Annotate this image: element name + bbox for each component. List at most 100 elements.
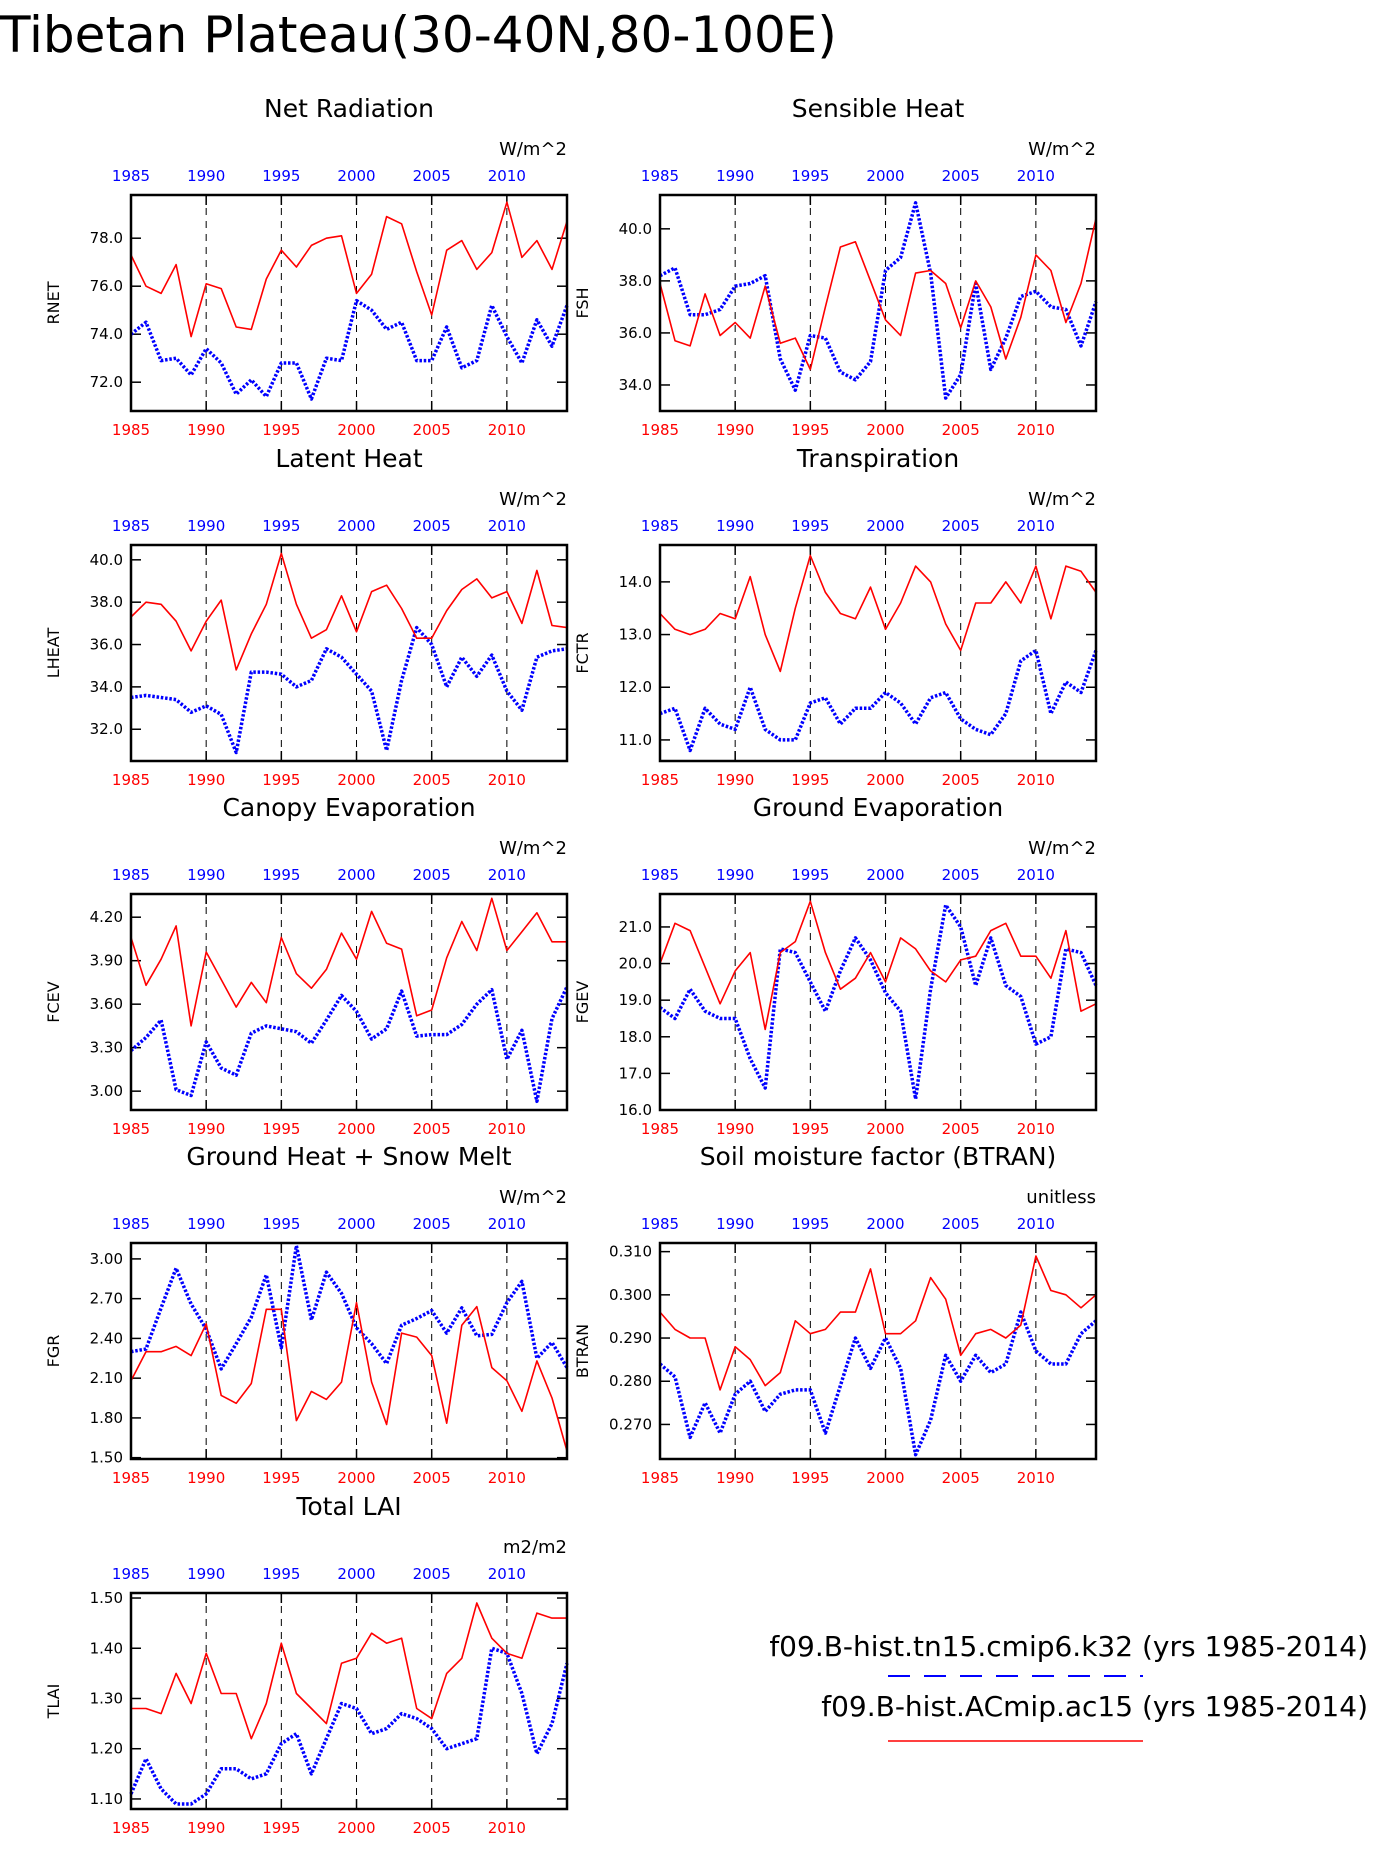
units-label: unitless <box>1026 1187 1096 1208</box>
x-tick-label-bottom: 1985 <box>641 1120 679 1138</box>
x-tick-label-bottom: 2000 <box>866 421 904 439</box>
y-tick-label: 32.0 <box>90 720 123 738</box>
x-tick-label-top: 2000 <box>337 1565 375 1583</box>
y-tick-label: 3.90 <box>90 952 123 970</box>
x-tick-label-bottom: 2010 <box>488 1469 526 1487</box>
x-tick-label-bottom: 1985 <box>112 771 150 789</box>
x-tick-label-top: 1995 <box>791 517 829 535</box>
x-tick-label-top: 2010 <box>1017 866 1055 884</box>
y-tick-label: 34.0 <box>619 376 652 394</box>
y-axis-label: FGR <box>44 1335 63 1368</box>
series-line-case2 <box>130 897 567 1027</box>
panel-fsh: Sensible Heat W/m^2 FSH 34.0 36.0 38.0 40.0 198… <box>573 94 1098 439</box>
panel-title: Ground Evaporation <box>753 793 1003 822</box>
x-tick-label-top: 2005 <box>413 1215 451 1233</box>
panels: Net Radiation W/m^2 RNET 72.0 74.0 76.0 78.0 19… <box>44 94 1098 1837</box>
panel-fgr: Ground Heat + Snow Melt W/m^2 FGR 1.50 1.80 2… <box>44 1142 569 1487</box>
panel-tlai: Total LAI m2/m2 TLAI 1.10 1.20 1.30 1.40 1.50 19… <box>44 1492 569 1837</box>
x-tick-label-top: 1990 <box>187 167 225 185</box>
y-tick-label: 1.40 <box>90 1639 123 1657</box>
units-label: W/m^2 <box>1028 489 1096 510</box>
y-tick-label: 12.0 <box>619 678 652 696</box>
y-tick-label: 1.80 <box>90 1409 123 1427</box>
y-tick-label: 18.0 <box>619 1028 652 1046</box>
panel-title: Latent Heat <box>275 444 423 473</box>
x-tick-label-top: 2010 <box>488 1215 526 1233</box>
x-tick-label-top: 1990 <box>187 1215 225 1233</box>
series-line-case1 <box>659 648 1098 753</box>
x-tick-label-top: 2005 <box>942 167 980 185</box>
x-tick-label-top: 2000 <box>866 866 904 884</box>
panel-btran: Soil moisture factor (BTRAN) unitless BTRA… <box>573 1142 1098 1487</box>
x-tick-label-top: 1985 <box>641 167 679 185</box>
y-tick-label: 2.70 <box>90 1290 123 1308</box>
x-tick-label-bottom: 1995 <box>791 1120 829 1138</box>
x-tick-label-bottom: 1995 <box>262 1120 300 1138</box>
x-tick-label-top: 1995 <box>262 167 300 185</box>
y-tick-label: 17.0 <box>619 1064 652 1082</box>
plot-frame <box>129 1241 569 1461</box>
x-tick-label-bottom: 1995 <box>262 421 300 439</box>
x-tick-label-top: 1995 <box>262 1215 300 1233</box>
y-tick-label: 2.40 <box>90 1329 123 1347</box>
x-tick-label-bottom: 2010 <box>1017 1469 1055 1487</box>
units-label: W/m^2 <box>499 489 567 510</box>
x-tick-label-bottom: 2000 <box>337 771 375 789</box>
y-tick-label: 0.280 <box>609 1372 652 1390</box>
x-tick-label-top: 1985 <box>112 866 150 884</box>
x-tick-label-bottom: 2010 <box>1017 1120 1055 1138</box>
y-tick-label: 0.290 <box>609 1329 652 1347</box>
series-line-case1 <box>659 201 1098 400</box>
y-tick-label: 16.0 <box>619 1101 652 1119</box>
series-line-case2 <box>131 1602 567 1740</box>
x-tick-label-bottom: 2000 <box>337 1819 375 1837</box>
x-tick-label-top: 2010 <box>488 167 526 185</box>
x-tick-label-bottom: 1995 <box>262 1469 300 1487</box>
y-tick-label: 0.310 <box>609 1243 652 1261</box>
series-line-case1 <box>130 1243 569 1371</box>
x-tick-label-bottom: 2005 <box>942 771 980 789</box>
legend: f09.B-hist.tn15.cmip6.k32 (yrs 1985-2014… <box>769 1630 1368 1742</box>
x-tick-label-bottom: 2000 <box>866 1120 904 1138</box>
y-tick-label: 2.10 <box>90 1369 123 1387</box>
x-tick-label-top: 1990 <box>716 1215 754 1233</box>
x-tick-label-bottom: 2005 <box>413 421 451 439</box>
y-tick-label: 3.60 <box>90 995 123 1013</box>
panel-title: Total LAI <box>295 1492 401 1521</box>
y-tick-label: 14.0 <box>619 573 652 591</box>
x-tick-label-bottom: 1990 <box>187 1120 225 1138</box>
x-tick-label-top: 1985 <box>112 1215 150 1233</box>
x-tick-label-bottom: 2000 <box>337 1469 375 1487</box>
y-tick-label: 0.270 <box>609 1415 652 1433</box>
x-tick-label-top: 2005 <box>413 1565 451 1583</box>
x-tick-label-top: 2000 <box>337 866 375 884</box>
x-tick-label-bottom: 1990 <box>716 771 754 789</box>
x-tick-label-bottom: 2010 <box>1017 421 1055 439</box>
panel-lheat: Latent Heat W/m^2 LHEAT 32.0 34.0 36.0 38.0 40.… <box>44 444 569 789</box>
x-tick-label-top: 1995 <box>262 1565 300 1583</box>
y-tick-label: 1.20 <box>90 1740 123 1758</box>
x-tick-label-bottom: 1990 <box>716 421 754 439</box>
plot-frame <box>129 892 569 1112</box>
units-label: m2/m2 <box>503 1537 567 1558</box>
y-tick-label: 34.0 <box>90 678 123 696</box>
x-tick-label-top: 2000 <box>866 1215 904 1233</box>
x-tick-label-bottom: 2005 <box>413 1469 451 1487</box>
x-tick-label-bottom: 2005 <box>942 1469 980 1487</box>
y-tick-label: 13.0 <box>619 626 652 644</box>
panel-fctr: Transpiration W/m^2 FCTR 11.0 12.0 13.0 14.0 19… <box>573 444 1098 789</box>
x-tick-label-top: 2005 <box>942 866 980 884</box>
y-axis-label: BTRAN <box>573 1324 592 1378</box>
y-tick-label: 38.0 <box>90 593 123 611</box>
x-tick-label-top: 1985 <box>112 517 150 535</box>
y-tick-label: 78.0 <box>90 229 123 247</box>
x-tick-label-bottom: 1990 <box>187 1469 225 1487</box>
x-tick-label-top: 1990 <box>187 866 225 884</box>
x-tick-label-bottom: 1995 <box>791 771 829 789</box>
x-tick-label-top: 2000 <box>866 167 904 185</box>
panel-title: Soil moisture factor (BTRAN) <box>700 1142 1057 1171</box>
series-line-case2 <box>659 900 1097 1031</box>
y-axis-label: RNET <box>44 281 63 324</box>
x-tick-label-bottom: 2010 <box>488 771 526 789</box>
y-tick-label: 3.30 <box>90 1039 123 1057</box>
